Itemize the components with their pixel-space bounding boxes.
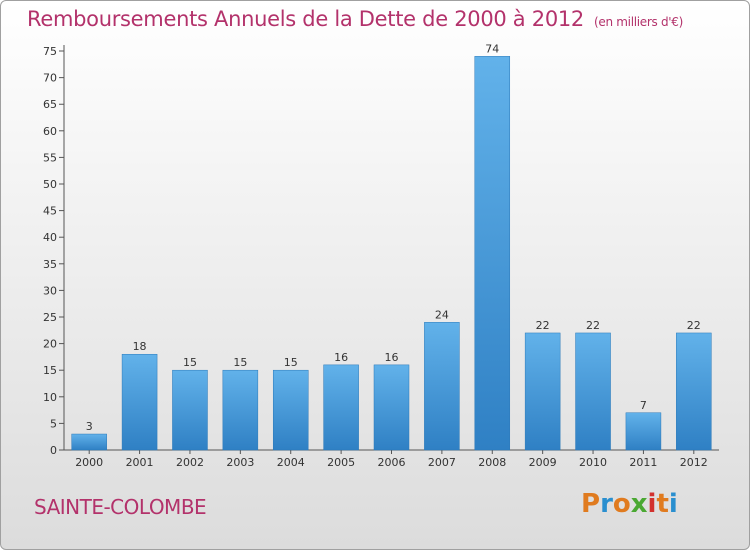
x-tick-label-2010: 2010 <box>579 456 607 469</box>
commune-name: SAINTE-COLOMBE <box>34 495 207 519</box>
x-tick-label-2006: 2006 <box>378 456 406 469</box>
value-label-2000: 3 <box>86 420 93 433</box>
x-tick-label-2000: 2000 <box>75 456 103 469</box>
bar-2005 <box>323 364 359 451</box>
y-tick-label: 75 <box>43 45 57 58</box>
value-label-2005: 16 <box>334 351 348 364</box>
y-tick-label: 0 <box>50 444 57 457</box>
y-tick-label: 5 <box>50 417 57 430</box>
bar-2008 <box>474 56 511 451</box>
value-label-2004: 15 <box>284 356 298 369</box>
bar-2004 <box>272 369 309 451</box>
bar-2012 <box>676 332 712 451</box>
x-tick-label-2008: 2008 <box>478 456 506 469</box>
y-tick-label: 55 <box>43 151 57 164</box>
y-tick-label: 30 <box>43 284 57 297</box>
x-tick-label-2001: 2001 <box>126 456 154 469</box>
bar-2002 <box>172 369 208 451</box>
bar-2009 <box>524 332 561 451</box>
logo-letter: i <box>647 489 657 519</box>
value-label-2002: 15 <box>183 356 197 369</box>
y-tick-label: 50 <box>43 178 57 191</box>
bar-2003 <box>222 369 259 451</box>
chart-unit: (en milliers d'€) <box>594 15 684 29</box>
x-tick-label-2003: 2003 <box>226 456 254 469</box>
value-label-2006: 16 <box>385 351 399 364</box>
y-tick-label: 45 <box>43 205 57 218</box>
logo-letter: i <box>668 489 678 519</box>
bar-2006 <box>373 364 410 451</box>
y-tick-label: 10 <box>43 391 57 404</box>
y-tick-label: 70 <box>43 72 57 85</box>
x-tick-label-2012: 2012 <box>680 456 708 469</box>
logo-letter: P <box>581 489 601 519</box>
x-tick-label-2002: 2002 <box>176 456 204 469</box>
y-tick-label: 20 <box>43 338 57 351</box>
x-tick-label-2009: 2009 <box>529 456 557 469</box>
logo-letter: t <box>656 489 669 519</box>
value-label-2007: 24 <box>435 308 449 321</box>
value-label-2008: 74 <box>485 42 499 55</box>
value-label-2001: 18 <box>133 340 147 353</box>
x-tick-label-2011: 2011 <box>629 456 657 469</box>
y-tick-label: 25 <box>43 311 57 324</box>
y-tick-label: 60 <box>43 125 57 138</box>
value-label-2003: 15 <box>233 356 247 369</box>
bar-2011 <box>625 412 662 451</box>
logo-letter: x <box>630 489 648 519</box>
x-tick-label-2004: 2004 <box>277 456 305 469</box>
bar-2010 <box>575 332 611 451</box>
value-label-2011: 7 <box>640 399 647 412</box>
x-tick-label-2007: 2007 <box>428 456 456 469</box>
bar-2001 <box>121 353 158 451</box>
bar-2000 <box>71 433 107 451</box>
value-label-2010: 22 <box>586 319 600 332</box>
value-label-2009: 22 <box>536 319 550 332</box>
bar-2007 <box>424 322 460 451</box>
chart-title-text: Remboursements Annuels de la Dette de 20… <box>27 7 584 31</box>
y-tick-label: 15 <box>43 364 57 377</box>
x-tick-label-2005: 2005 <box>327 456 355 469</box>
y-tick-label: 35 <box>43 258 57 271</box>
y-tick-label: 65 <box>43 98 57 111</box>
logo-letter: o <box>612 489 631 519</box>
y-tick-label: 40 <box>43 231 57 244</box>
logo-letter: r <box>600 489 613 519</box>
value-label-2012: 22 <box>687 319 701 332</box>
chart-title: Remboursements Annuels de la Dette de 20… <box>27 7 683 31</box>
proxiti-logo: Proxiti <box>581 489 678 519</box>
